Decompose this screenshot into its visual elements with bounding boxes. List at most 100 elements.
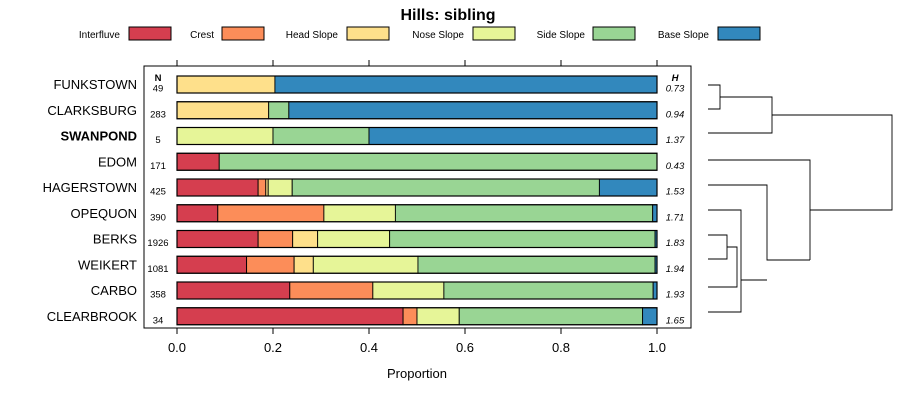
n-value-weikert: 1081: [147, 264, 168, 275]
bar-segment-hagerstown-side-slope: [291, 178, 600, 197]
bar-segment-berks-side-slope: [389, 230, 656, 248]
bar-row-clearbrook: CLEARBROOK 34 1.65: [47, 307, 685, 326]
row-label-funkstown: FUNKSTOWN: [53, 77, 137, 92]
bar-segment-clearbrook-crest: [402, 307, 418, 326]
bar-segment-carbo-interfluve: [176, 281, 291, 300]
plot-frame: [143, 65, 692, 329]
bar-outline-berks: [176, 229, 658, 249]
dendrogram-branch-3: [708, 159, 811, 260]
bar-segment-clarksburg-base-slope: [288, 101, 658, 120]
legend-label-nose-slope: Nose Slope: [412, 30, 464, 41]
x-tick-label-0: 0.0: [168, 340, 186, 355]
bar-segment-opequon-base-slope: [652, 204, 658, 223]
row-label-berks: BERKS: [93, 232, 137, 247]
bar-segment-berks-head-slope: [292, 230, 319, 248]
n-value-clearbrook: 34: [153, 315, 164, 326]
bar-outline-weikert: [176, 255, 658, 274]
bar-segment-swanpond-base-slope: [368, 127, 658, 145]
n-value-berks: 1926: [147, 238, 168, 249]
bar-outline-carbo: [176, 281, 658, 300]
bar-row-berks: BERKS 1926 1.83: [93, 229, 685, 249]
bar-segment-carbo-crest: [289, 281, 374, 300]
dendrogram-branch-7: [727, 246, 738, 268]
dendrogram-branch-0: [708, 84, 721, 110]
row-label-edom: EDOM: [98, 154, 137, 169]
n-column-header: N: [155, 73, 162, 84]
h-value-funkstown: 0.73: [666, 84, 685, 95]
bar-segment-berks-interfluve: [176, 230, 259, 248]
h-value-clearbrook: 1.65: [666, 315, 685, 326]
bar-segment-hagerstown-base-slope: [598, 178, 658, 197]
h-value-clarksburg: 0.94: [666, 109, 685, 120]
dendrogram-branch-4: [708, 184, 768, 235]
legend-swatch-interfluve: [128, 26, 172, 41]
bar-segment-edom-interfluve: [176, 152, 220, 171]
bar-segment-clearbrook-side-slope: [458, 307, 644, 326]
bar-segment-carbo-nose-slope: [372, 281, 445, 300]
bar-segment-clarksburg-head-slope: [176, 101, 270, 120]
bar-row-clarksburg: CLARKSBURG 283 0.94: [47, 101, 685, 120]
x-tick-label-4: 0.8: [552, 340, 570, 355]
row-label-opequon: OPEQUON: [71, 206, 137, 221]
bar-row-swanpond: SWANPOND 5 1.37: [60, 126, 685, 146]
chart-title: Hills: sibling: [400, 7, 495, 24]
x-axis: 0.0 0.2 0.4 0.6 0.8 1.0: [168, 60, 666, 355]
legend-label-side-slope: Side Slope: [537, 30, 586, 41]
row-label-clarksburg: CLARKSBURG: [47, 103, 137, 118]
bar-segment-weikert-side-slope: [417, 255, 656, 274]
dendrogram-branch-6: [708, 234, 728, 260]
bar-segment-funkstown-head-slope: [176, 75, 276, 94]
bar-segment-opequon-side-slope: [394, 204, 654, 223]
h-value-weikert: 1.94: [666, 264, 685, 275]
legend-swatch-nose-slope: [472, 26, 516, 41]
legend-swatch-side-slope: [592, 26, 636, 41]
bar-segment-hagerstown-crest: [257, 178, 267, 197]
bar-segment-edom-side-slope: [218, 152, 658, 171]
dendrogram-branch-10: [766, 235, 810, 261]
dendrogram-branch-9: [708, 246, 742, 313]
bar-rows: FUNKSTOWN 49 0.73 CLARKSBURG 283 0.94 SWANPOND…: [43, 75, 685, 326]
n-value-carbo: 358: [150, 290, 166, 301]
n-value-opequon: 390: [150, 212, 166, 223]
bar-outline-swanpond: [176, 126, 658, 146]
legend-label-crest: Crest: [190, 30, 214, 41]
bar-segment-funkstown-base-slope: [274, 75, 658, 94]
n-value-funkstown: 49: [153, 84, 164, 95]
bar-segment-berks-nose-slope: [317, 230, 391, 248]
legend-swatch-head-slope: [346, 26, 390, 41]
chart-legend: Interfluve Crest Head Slope Nose Slope Side …: [79, 26, 761, 41]
bar-segment-hagerstown-interfluve: [176, 178, 259, 197]
bar-outline-funkstown: [176, 75, 658, 94]
bar-segment-swanpond-side-slope: [272, 127, 370, 145]
x-tick-label-1: 0.2: [264, 340, 282, 355]
bar-outline-opequon: [176, 204, 658, 223]
h-value-swanpond: 1.37: [666, 135, 685, 146]
bar-row-edom: EDOM 171 0.43: [98, 152, 685, 172]
bar-segment-opequon-interfluve: [176, 204, 219, 223]
dendrogram-branch-8: [708, 268, 738, 288]
legend-swatch-base-slope: [717, 26, 761, 41]
bar-segment-clearbrook-interfluve: [176, 307, 404, 326]
x-axis-title: Proportion: [387, 366, 447, 381]
row-label-weikert: WEIKERT: [78, 257, 137, 272]
bar-outline-clarksburg: [176, 101, 658, 120]
h-value-opequon: 1.71: [666, 212, 685, 223]
bar-segment-weikert-crest: [246, 255, 295, 274]
bar-segment-weikert-head-slope: [293, 255, 314, 274]
bar-row-funkstown: FUNKSTOWN 49 0.73: [53, 75, 685, 95]
legend-swatch-crest: [221, 26, 265, 41]
n-value-swanpond: 5: [155, 135, 160, 146]
bar-segment-carbo-side-slope: [443, 281, 654, 300]
n-value-edom: 171: [150, 161, 166, 172]
row-label-swanpond: SWANPOND: [60, 129, 137, 144]
h-value-carbo: 1.93: [666, 290, 685, 301]
bar-row-carbo: CARBO 358 1.93: [91, 281, 685, 301]
bar-segment-hagerstown-nose-slope: [267, 178, 293, 197]
bar-segment-weikert-interfluve: [176, 255, 248, 274]
row-label-clearbrook: CLEARBROOK: [47, 309, 138, 324]
x-tick-label-3: 0.6: [456, 340, 474, 355]
x-tick-label-5: 1.0: [648, 340, 666, 355]
dendrogram: [708, 84, 893, 313]
bar-row-weikert: WEIKERT 1081 1.94: [78, 255, 685, 275]
